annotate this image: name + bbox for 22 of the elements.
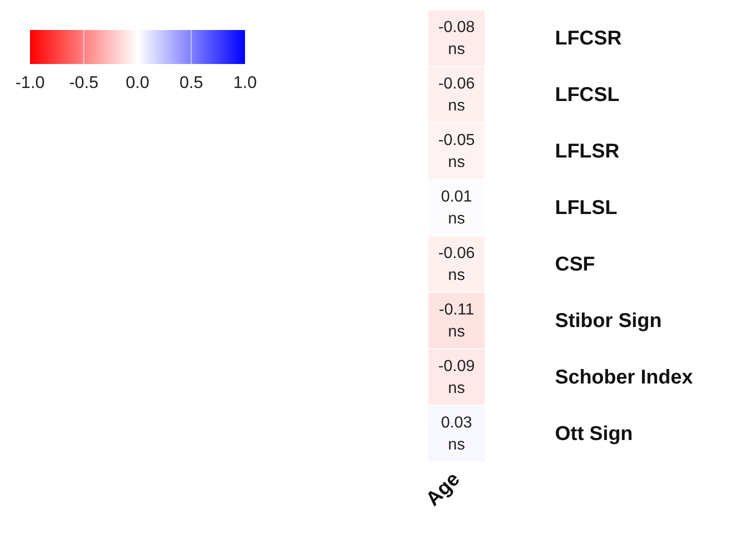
data-label: -0.11 ns [438, 301, 474, 340]
x-tick-label: Age [422, 468, 464, 510]
data-label: 0.01 ns [440, 188, 472, 228]
data-label: -0.08 ns [438, 18, 475, 58]
y-tick-label: Stibor Sign [555, 310, 662, 332]
y-tick-label: LFLSL [555, 196, 618, 219]
color-bar-label: -1.0 [15, 73, 45, 92]
data-label: 0.03 ns [440, 414, 472, 454]
y-tick-label: LFCSL [555, 84, 620, 106]
y-tick-label: Schober Index [555, 366, 693, 388]
color-bar-label: 0.5 [179, 73, 204, 92]
data-label: -0.06 ns [438, 244, 475, 284]
data-label: -0.06 ns [438, 75, 475, 114]
y-tick-label: CSF [555, 253, 595, 276]
data-label: -0.05 ns [438, 132, 475, 171]
color-bar-label: 1.0 [233, 73, 257, 92]
y-tick-label: LFLSR [555, 140, 620, 162]
data-label: -0.09 ns [438, 358, 475, 397]
y-tick-label: Ott Sign [555, 422, 633, 445]
color-bar-label: -0.5 [69, 73, 98, 92]
color-bar-label: 0.0 [126, 73, 150, 92]
y-tick-label: LFCSR [555, 27, 622, 50]
